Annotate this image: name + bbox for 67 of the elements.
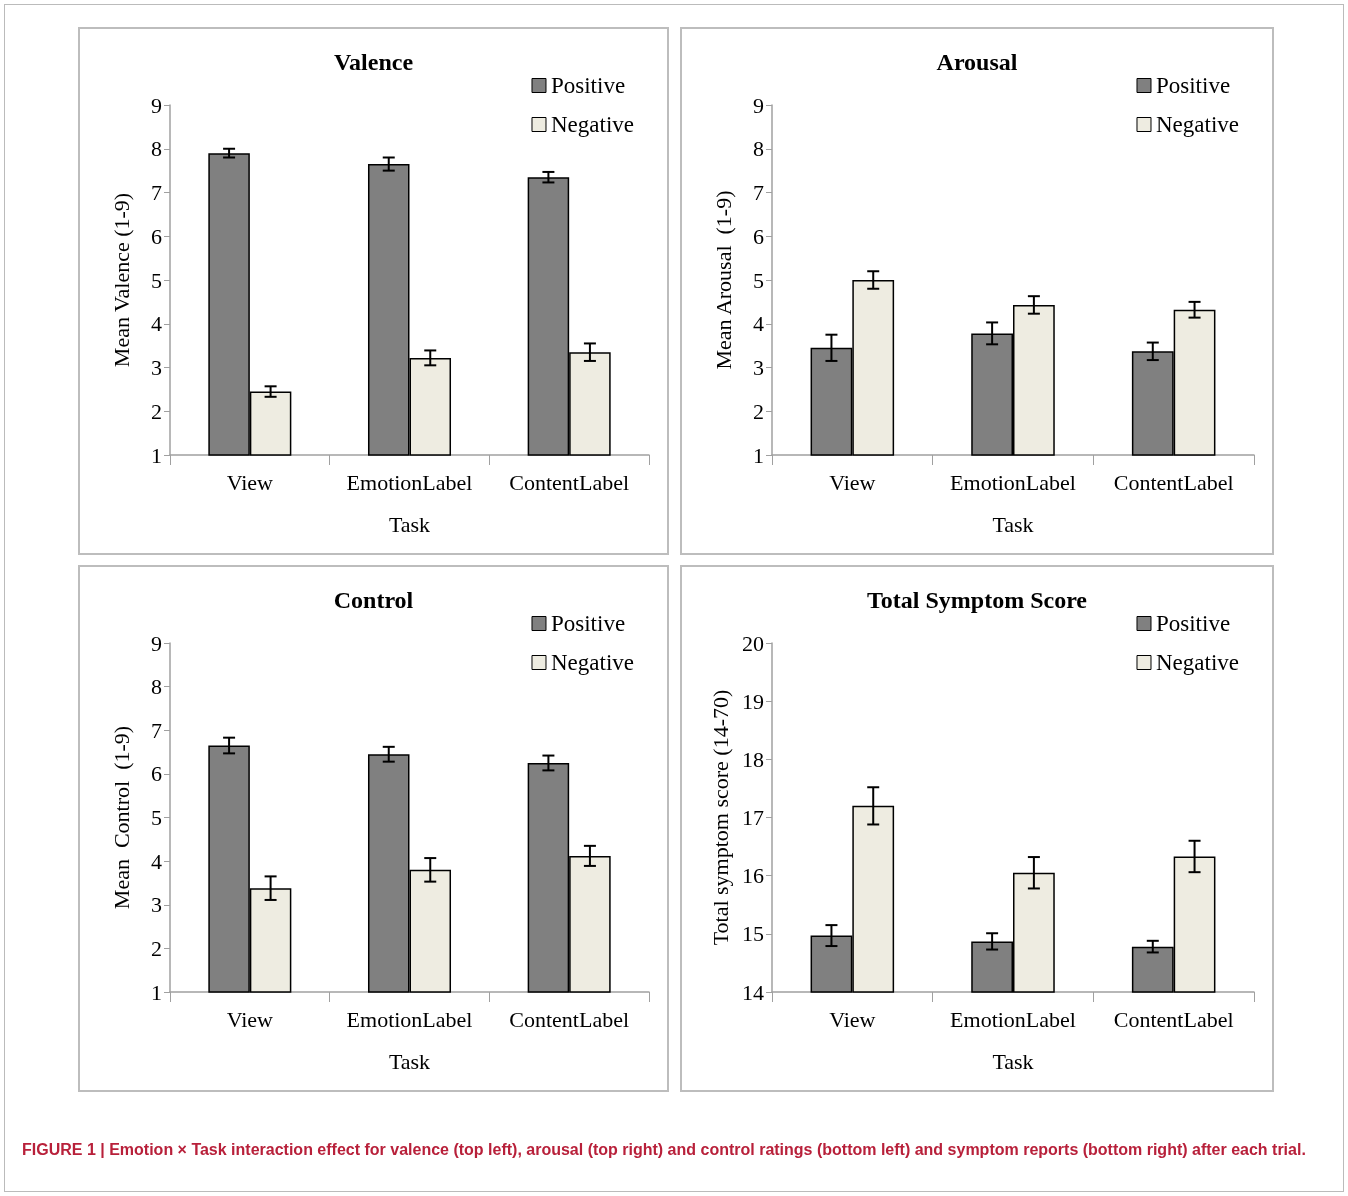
y-tick-label: 8	[151, 674, 162, 700]
x-tick-label: View	[226, 1006, 274, 1032]
y-tick-label: 2	[151, 398, 162, 424]
legend-label: Negative	[1155, 650, 1239, 675]
caption: FIGURE 1 | Emotion × Task interaction effect for valence (top left), arousal (top right) and control ratings (bottom left) and symptom reports (bottom right) after each trial.	[22, 1140, 1307, 1160]
y-tick-label: 1	[151, 442, 162, 468]
y-tick-label: 3	[151, 355, 162, 380]
y-tick-label: 1	[753, 442, 764, 468]
y-tick-label: 9	[753, 92, 764, 118]
y-tick-label: 3	[151, 892, 162, 918]
x-tick-label: EmotionLabel	[346, 1006, 473, 1032]
y-tick-label: 6	[151, 223, 162, 249]
y-tick-label: 5	[753, 267, 764, 293]
legend-label: Positive	[550, 611, 626, 636]
legend-label: Positive	[1155, 611, 1231, 636]
legend-label: Negative	[1155, 112, 1239, 137]
legend-label: Positive	[1155, 73, 1231, 98]
chart-title: Arousal	[936, 49, 1018, 75]
y-axis-title: Mean Control (1-9)	[108, 725, 134, 910]
legend-label: Negative	[550, 650, 634, 675]
x-axis-title: Task	[388, 1048, 431, 1074]
y-tick-label: 9	[151, 630, 162, 656]
y-tick-label: 14	[742, 979, 764, 1005]
y-tick-label: 3	[753, 355, 764, 380]
x-tick-label: ContentLabel	[509, 469, 630, 495]
y-tick-label: 5	[151, 805, 162, 830]
y-tick-label: 8	[753, 136, 764, 162]
x-tick-label: EmotionLabel	[950, 469, 1076, 495]
x-axis-title: Task	[992, 511, 1034, 537]
chart-title: Valence	[333, 49, 414, 75]
x-axis-title: Task	[388, 511, 431, 537]
y-tick-label: 6	[753, 223, 764, 249]
x-tick-label: ContentLabel	[1113, 1006, 1234, 1032]
y-tick-label: 2	[753, 398, 764, 424]
y-tick-label: 4	[151, 311, 162, 337]
x-tick-label: EmotionLabel	[950, 1006, 1076, 1032]
legend-label: Positive	[550, 73, 626, 98]
y-tick-label: 18	[742, 746, 764, 772]
y-tick-label: 7	[151, 717, 162, 743]
x-tick-label: ContentLabel	[509, 1006, 630, 1032]
y-tick-label: 17	[742, 805, 764, 830]
y-tick-label: 20	[742, 630, 764, 656]
x-tick-label: ContentLabel	[1113, 469, 1234, 495]
chart-title: Total Symptom Score	[866, 587, 1088, 613]
x-tick-label: View	[829, 469, 876, 495]
y-tick-label: 6	[151, 761, 162, 787]
y-tick-label: 4	[151, 848, 162, 874]
y-tick-label: 7	[151, 180, 162, 205]
x-tick-label: View	[226, 469, 274, 495]
chart-title: Control	[333, 587, 414, 613]
x-tick-label: View	[829, 1006, 876, 1032]
y-axis-title: Mean Arousal (1-9)	[710, 190, 736, 370]
y-tick-label: 7	[753, 180, 764, 205]
y-tick-label: 1	[151, 979, 162, 1005]
legend-label: Negative	[550, 112, 634, 137]
y-tick-label: 4	[753, 311, 764, 337]
x-tick-label: EmotionLabel	[346, 469, 473, 495]
y-tick-label: 9	[151, 92, 162, 118]
y-axis-title: Total symptom score (14-70)	[707, 689, 733, 946]
y-tick-label: 15	[742, 921, 764, 947]
y-axis-title: Mean Valence (1-9)	[108, 192, 134, 368]
x-axis-title: Task	[992, 1048, 1034, 1074]
y-tick-label: 16	[742, 863, 764, 889]
y-tick-label: 8	[151, 136, 162, 162]
y-tick-label: 19	[742, 688, 764, 714]
y-tick-label: 5	[151, 267, 162, 293]
y-tick-label: 2	[151, 935, 162, 961]
